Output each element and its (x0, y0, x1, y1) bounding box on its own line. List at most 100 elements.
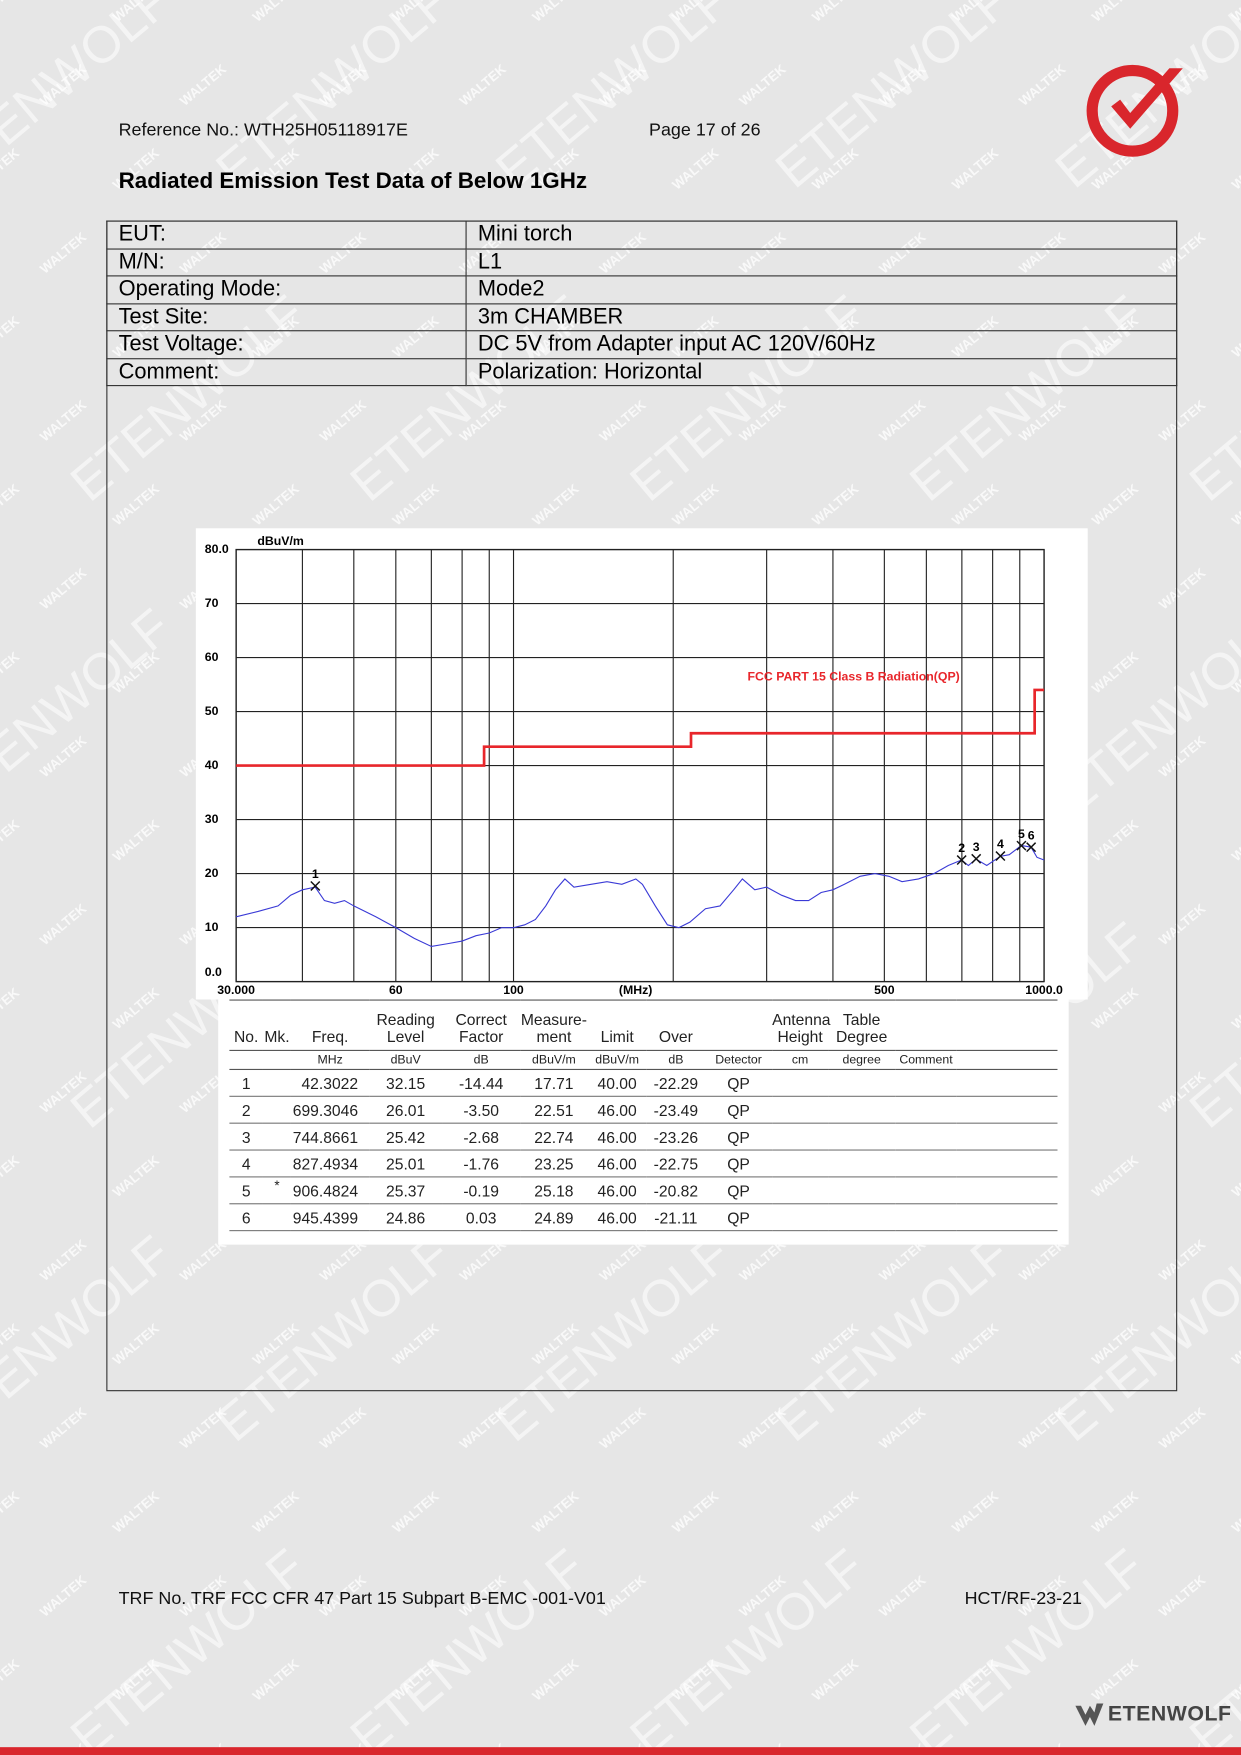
logo-ring (1086, 64, 1179, 157)
watermark: ETENWOLF (59, 1537, 315, 1755)
brand-name: ETENWOLF (1107, 1702, 1232, 1726)
cell-mk (262, 1203, 291, 1232)
cell-mk (262, 1069, 291, 1097)
column-unit (262, 1050, 291, 1071)
page-number: Page 17 of 26 (649, 120, 761, 140)
watermark: ETENWOLF (619, 1537, 875, 1755)
cell-factor: -0.19 (442, 1176, 521, 1205)
info-value: Mini torch (465, 220, 1178, 250)
result-row: 1 42.3022 32.15 -14.44 17.71 40.00 -22.29 QP (229, 1069, 1058, 1097)
logo-check (1111, 68, 1183, 129)
info-value: L1 (465, 247, 1178, 277)
info-label: EUT: (106, 220, 467, 250)
result-row: 6 945.4399 24.86 0.03 24.89 46.00 -21.11 QP (229, 1203, 1058, 1232)
cell-height (772, 1150, 829, 1178)
cell-detector: QP (704, 1203, 773, 1232)
cell-measurement: 22.74 (520, 1123, 588, 1151)
cell-factor: -14.44 (442, 1069, 521, 1097)
watermark: WALTEK (669, 1488, 721, 1535)
watermark: WALTEK (949, 145, 1001, 192)
watermark: WALTEK (37, 1404, 89, 1451)
watermark: WALTEK (37, 1572, 89, 1619)
cell-measurement: 17.71 (520, 1069, 588, 1097)
watermark: WALTEK (110, 1488, 162, 1535)
cell-measurement: 22.51 (520, 1096, 588, 1124)
info-row: Test Voltage: DC 5V from Adapter input AC… (106, 330, 1178, 359)
chart: 0.0 10 20 30 40 50 60 70 80.0 30.000 60 100 500 1000.… (195, 528, 1088, 1000)
marker-label: 3 (973, 840, 980, 854)
spacer (956, 1096, 1058, 1124)
cell-over: -23.26 (646, 1123, 705, 1151)
info-value: Polarization: Horizontal (465, 357, 1178, 387)
marker-label: 1 (312, 867, 319, 881)
watermark: WALTEK (529, 0, 581, 25)
column-unit: cm (772, 1050, 829, 1071)
watermark: WALTEK (0, 985, 22, 1032)
cell-no: 2 (229, 1096, 263, 1124)
cell-limit: 46.00 (587, 1176, 647, 1205)
reference-no: Reference No.: WTH25H05118917E (118, 120, 408, 140)
brand-icon (1075, 1703, 1104, 1726)
cell-degree (828, 1123, 896, 1151)
watermark: WALTEK (669, 145, 721, 192)
results-panel: No. Mk. Freq. Reading Level Correct Factor Me… (218, 999, 1069, 1245)
watermark: WALTEK (1156, 1572, 1208, 1619)
cell-degree (828, 1203, 896, 1232)
cell-detector: QP (704, 1069, 773, 1097)
y-tick-label: 50 (205, 704, 219, 718)
cell-detector: QP (704, 1123, 773, 1151)
cell-limit: 40.00 (587, 1069, 647, 1097)
x-tick-label: 30.000 (217, 983, 255, 997)
cell-freq: 42.3022 (290, 1069, 370, 1097)
cell-detector: QP (704, 1176, 773, 1205)
x-tick-label: 500 (874, 983, 895, 997)
cell-freq: 744.8661 (290, 1123, 370, 1151)
watermark: WALTEK (1229, 1152, 1241, 1199)
cell-mk (262, 1150, 291, 1178)
marker (971, 853, 982, 864)
cell-height (772, 1123, 829, 1151)
watermark: WALTEK (597, 1404, 649, 1451)
info-label: Test Site: (106, 302, 467, 332)
marker-label: 4 (997, 837, 1004, 851)
info-label: Comment: (106, 357, 467, 387)
watermark: WALTEK (37, 229, 89, 276)
cell-mk (262, 1123, 291, 1151)
watermark: WALTEK (250, 1656, 302, 1703)
cell-height (772, 1069, 829, 1097)
trf-number: TRF No. TRF FCC CFR 47 Part 15 Subpart B… (118, 1589, 606, 1609)
info-table: EUT: Mini torch M/N: L1 Operating Mode: Mode2… (106, 220, 1178, 387)
column-header: Correct Factor (442, 999, 521, 1051)
spacer (956, 1069, 1058, 1097)
watermark: WALTEK (0, 1656, 22, 1703)
cell-height (772, 1096, 829, 1124)
spacer (956, 999, 1058, 1051)
cell-no: 1 (229, 1069, 263, 1097)
cell-comment (895, 1176, 957, 1205)
watermark: WALTEK (809, 0, 861, 25)
watermark: WALTEK (1089, 1488, 1141, 1535)
y-tick-label: 0.0 (205, 965, 222, 979)
watermark: WALTEK (0, 0, 22, 25)
section-title: Radiated Emission Test Data of Below 1GH… (118, 169, 588, 194)
watermark: WALTEK (0, 817, 22, 864)
watermark: WALTEK (1229, 313, 1241, 360)
y-tick-label: 70 (205, 596, 219, 610)
watermark: WALTEK (1229, 145, 1241, 192)
column-header: Freq. (290, 999, 370, 1051)
results-table: No. Mk. Freq. Reading Level Correct Factor Me… (229, 999, 1058, 1232)
marker-label: 5 (1018, 827, 1025, 841)
marker (956, 855, 967, 866)
watermark: WALTEK (529, 1488, 581, 1535)
cell-reading: 24.86 (369, 1203, 443, 1232)
cell-reading: 32.15 (369, 1069, 443, 1097)
watermark: WALTEK (529, 1656, 581, 1703)
column-header (704, 999, 773, 1051)
watermark: WALTEK (949, 1488, 1001, 1535)
info-row: EUT: Mini torch (106, 220, 1178, 250)
watermark: WALTEK (809, 1656, 861, 1703)
cell-reading: 26.01 (369, 1096, 443, 1124)
spacer (956, 1203, 1058, 1232)
marker (1016, 840, 1027, 851)
column-header (895, 999, 957, 1051)
